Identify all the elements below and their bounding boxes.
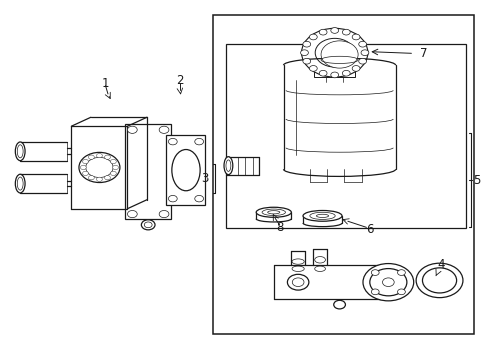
Bar <box>125 125 171 220</box>
Circle shape <box>194 138 203 145</box>
Circle shape <box>127 126 137 134</box>
Text: 2: 2 <box>176 74 183 87</box>
Circle shape <box>104 155 110 159</box>
Circle shape <box>110 159 116 164</box>
Circle shape <box>159 126 168 134</box>
Ellipse shape <box>171 149 200 191</box>
Circle shape <box>397 289 405 295</box>
Ellipse shape <box>303 211 341 221</box>
Circle shape <box>358 41 366 47</box>
Ellipse shape <box>262 209 285 216</box>
Ellipse shape <box>314 257 325 263</box>
Circle shape <box>287 274 308 290</box>
Circle shape <box>330 28 338 33</box>
Circle shape <box>112 165 118 170</box>
Circle shape <box>321 41 357 68</box>
Ellipse shape <box>17 145 23 158</box>
Ellipse shape <box>309 212 334 220</box>
Circle shape <box>315 39 353 67</box>
Circle shape <box>319 29 326 35</box>
Circle shape <box>342 70 349 76</box>
Circle shape <box>82 171 88 176</box>
Text: 5: 5 <box>472 174 479 186</box>
Circle shape <box>79 152 120 183</box>
Circle shape <box>333 300 345 309</box>
Circle shape <box>127 211 137 218</box>
Circle shape <box>369 269 406 296</box>
Circle shape <box>415 263 462 298</box>
Circle shape <box>96 153 102 158</box>
Ellipse shape <box>224 157 232 175</box>
Ellipse shape <box>291 259 304 264</box>
Circle shape <box>330 72 338 78</box>
Text: 3: 3 <box>201 172 208 185</box>
Circle shape <box>110 171 116 176</box>
Circle shape <box>301 28 367 77</box>
Text: 4: 4 <box>436 258 444 271</box>
Circle shape <box>194 195 203 202</box>
Bar <box>212 15 473 334</box>
Circle shape <box>300 50 308 55</box>
Text: 8: 8 <box>275 221 283 234</box>
Circle shape <box>351 34 359 40</box>
Circle shape <box>104 176 110 180</box>
Text: 1: 1 <box>102 77 109 90</box>
Ellipse shape <box>17 177 23 190</box>
Circle shape <box>397 270 405 275</box>
Circle shape <box>88 176 94 180</box>
Circle shape <box>382 278 393 287</box>
Ellipse shape <box>15 142 25 161</box>
Circle shape <box>168 195 177 202</box>
Circle shape <box>292 278 304 287</box>
Circle shape <box>330 50 338 55</box>
Circle shape <box>159 211 168 218</box>
Circle shape <box>144 222 152 228</box>
Circle shape <box>370 289 378 295</box>
Ellipse shape <box>267 211 279 214</box>
Circle shape <box>309 66 317 71</box>
Text: 7: 7 <box>419 47 427 60</box>
Circle shape <box>342 29 349 35</box>
Text: 6: 6 <box>366 223 373 236</box>
Ellipse shape <box>15 174 25 193</box>
Circle shape <box>360 50 368 55</box>
Ellipse shape <box>316 214 328 217</box>
Bar <box>166 135 205 205</box>
Ellipse shape <box>225 160 230 171</box>
Bar <box>225 44 466 228</box>
Bar <box>314 69 354 77</box>
Circle shape <box>358 58 366 64</box>
Circle shape <box>302 41 310 47</box>
Circle shape <box>80 165 86 170</box>
Circle shape <box>422 268 456 293</box>
Circle shape <box>325 45 344 60</box>
Circle shape <box>370 270 378 275</box>
Ellipse shape <box>256 207 291 217</box>
Circle shape <box>319 70 326 76</box>
Circle shape <box>309 34 317 40</box>
Circle shape <box>82 159 88 164</box>
Circle shape <box>168 138 177 145</box>
Circle shape <box>362 264 413 301</box>
Circle shape <box>302 58 310 64</box>
Circle shape <box>88 155 94 159</box>
Circle shape <box>351 66 359 71</box>
Circle shape <box>96 177 102 181</box>
Circle shape <box>85 157 113 177</box>
Circle shape <box>141 220 155 230</box>
